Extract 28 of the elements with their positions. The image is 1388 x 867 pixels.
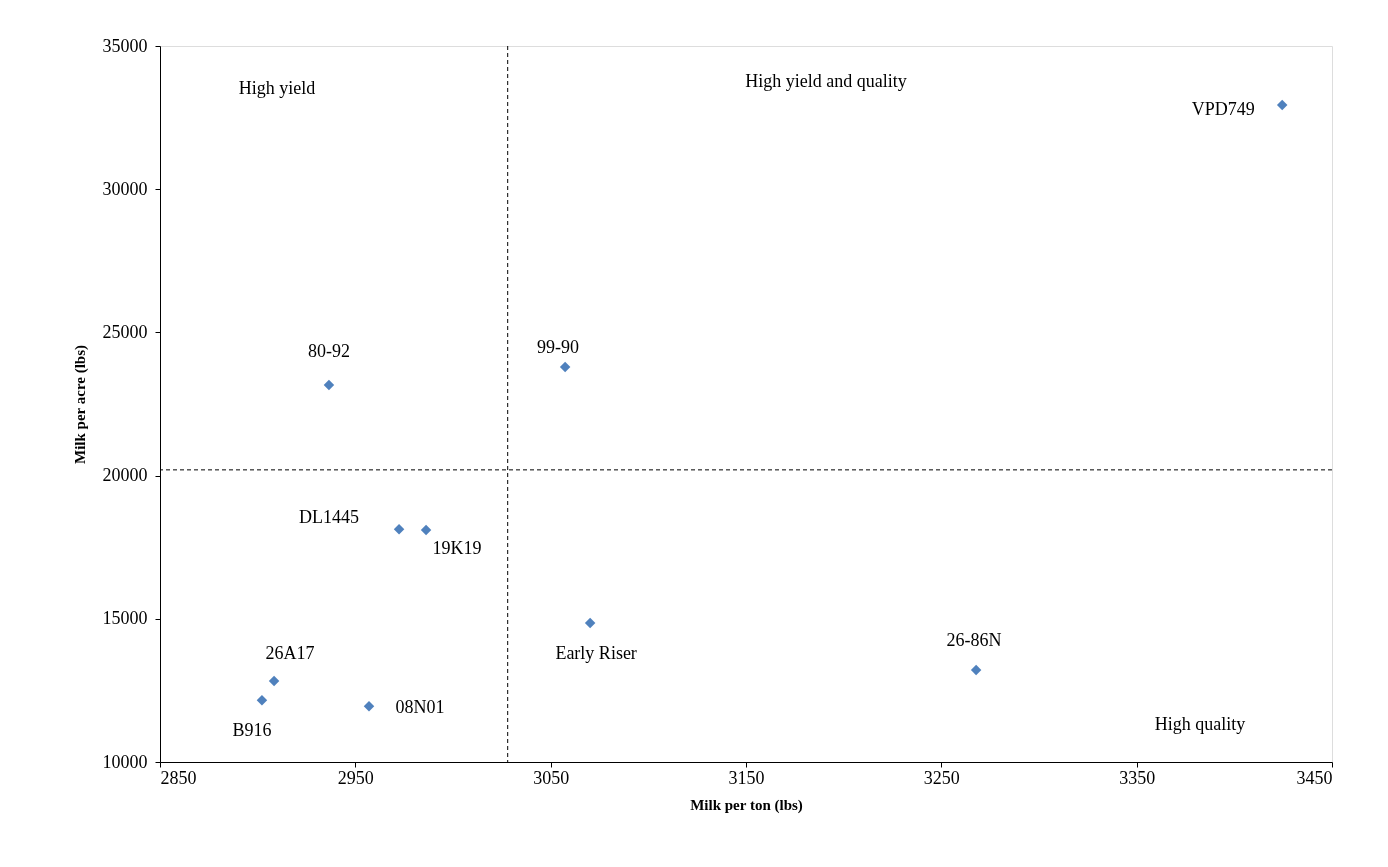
annotation: High yield and quality: [745, 71, 907, 91]
y-tick-label: 35000: [102, 35, 148, 56]
annotation: 99-90: [537, 337, 580, 358]
annotation: 26-86N: [946, 630, 1002, 651]
annotation: 19K19: [432, 538, 482, 559]
annotation: Early Riser: [555, 643, 637, 664]
x-tick-label: 3350: [1119, 767, 1156, 788]
x-tick-label: 2850: [160, 767, 197, 788]
x-tick-label: 3150: [728, 767, 765, 788]
x-tick-label: 3250: [923, 767, 960, 788]
y-tick-label: 20000: [102, 465, 148, 486]
x-tick-label: 3050: [533, 767, 570, 788]
annotation: B916: [232, 720, 272, 741]
annotation: DL1445: [299, 507, 360, 528]
y-tick-label: 10000: [102, 751, 148, 772]
y-tick-label: 25000: [102, 321, 148, 342]
y-tick-label: 15000: [102, 608, 148, 629]
annotation: High quality: [1154, 714, 1246, 734]
x-tick-label: 3450: [1296, 767, 1333, 788]
annotation: 80-92: [307, 341, 350, 362]
annotation: VPD749: [1191, 99, 1255, 119]
y-tick-label: 30000: [102, 178, 148, 199]
annotation: High yield: [238, 78, 316, 98]
annotation: 08N01: [395, 697, 445, 718]
x-tick-label: 2950: [337, 767, 374, 788]
annotation: 26A17: [265, 642, 315, 663]
x-axis-title: Milk per ton (lbs): [690, 796, 803, 814]
y-axis-title: Milk per acre (lbs): [71, 344, 89, 465]
